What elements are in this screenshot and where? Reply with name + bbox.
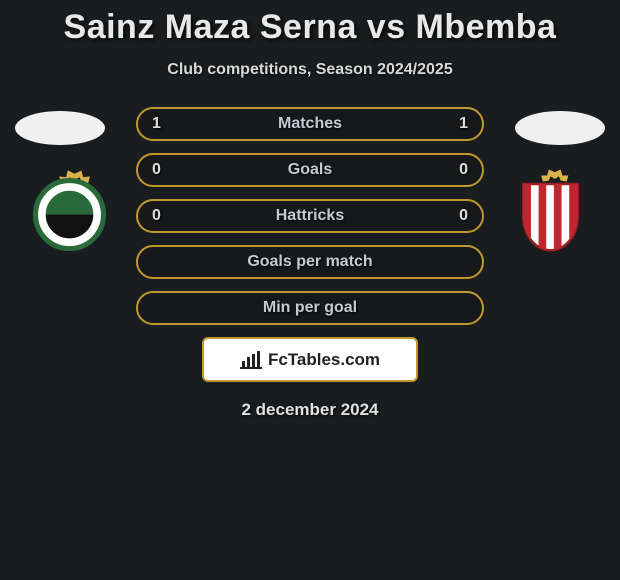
date-text: 2 december 2024 bbox=[0, 400, 620, 420]
stat-left-value: 0 bbox=[152, 207, 161, 225]
stat-label: Goals bbox=[288, 161, 332, 179]
stat-row-goals: 0 Goals 0 bbox=[136, 153, 484, 187]
player-avatar-right bbox=[515, 111, 605, 145]
page-title: Sainz Maza Serna vs Mbemba bbox=[0, 0, 620, 47]
stat-right-value: 0 bbox=[459, 207, 468, 225]
stat-label: Min per goal bbox=[263, 299, 357, 317]
stat-row-hattricks: 0 Hattricks 0 bbox=[136, 199, 484, 233]
stat-right-value: 0 bbox=[459, 161, 468, 179]
stats-list: 1 Matches 1 0 Goals 0 0 Hattricks 0 Goal… bbox=[136, 107, 484, 325]
club-badge-right bbox=[508, 167, 593, 252]
stat-label: Hattricks bbox=[276, 207, 344, 225]
player-avatar-left bbox=[15, 111, 105, 145]
stat-label: Matches bbox=[278, 115, 342, 133]
stat-left-value: 1 bbox=[152, 115, 161, 133]
stat-left-value: 0 bbox=[152, 161, 161, 179]
stat-row-min-per-goal: Min per goal bbox=[136, 291, 484, 325]
comparison-area: 1 Matches 1 0 Goals 0 0 Hattricks 0 Goal… bbox=[0, 107, 620, 420]
stat-row-goals-per-match: Goals per match bbox=[136, 245, 484, 279]
stat-label: Goals per match bbox=[247, 253, 372, 271]
club-badge-left bbox=[27, 167, 112, 252]
bar-chart-icon bbox=[240, 351, 262, 369]
brand-text: FcTables.com bbox=[268, 350, 380, 370]
brand-box[interactable]: FcTables.com bbox=[202, 337, 418, 382]
subtitle: Club competitions, Season 2024/2025 bbox=[0, 61, 620, 79]
stat-right-value: 1 bbox=[459, 115, 468, 133]
stat-row-matches: 1 Matches 1 bbox=[136, 107, 484, 141]
